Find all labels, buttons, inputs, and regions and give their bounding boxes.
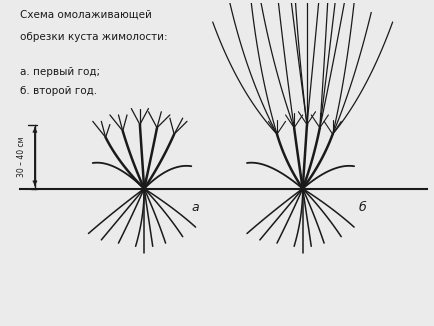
Text: а. первый год;: а. первый год; (20, 67, 100, 77)
Text: б: б (359, 201, 367, 215)
Text: Схема омолаживающей: Схема омолаживающей (20, 9, 152, 19)
Text: 30 – 40 см: 30 – 40 см (16, 136, 26, 177)
Text: обрезки куста жимолости:: обрезки куста жимолости: (20, 32, 168, 42)
Text: б. второй год.: б. второй год. (20, 86, 97, 96)
Text: а: а (192, 201, 199, 215)
